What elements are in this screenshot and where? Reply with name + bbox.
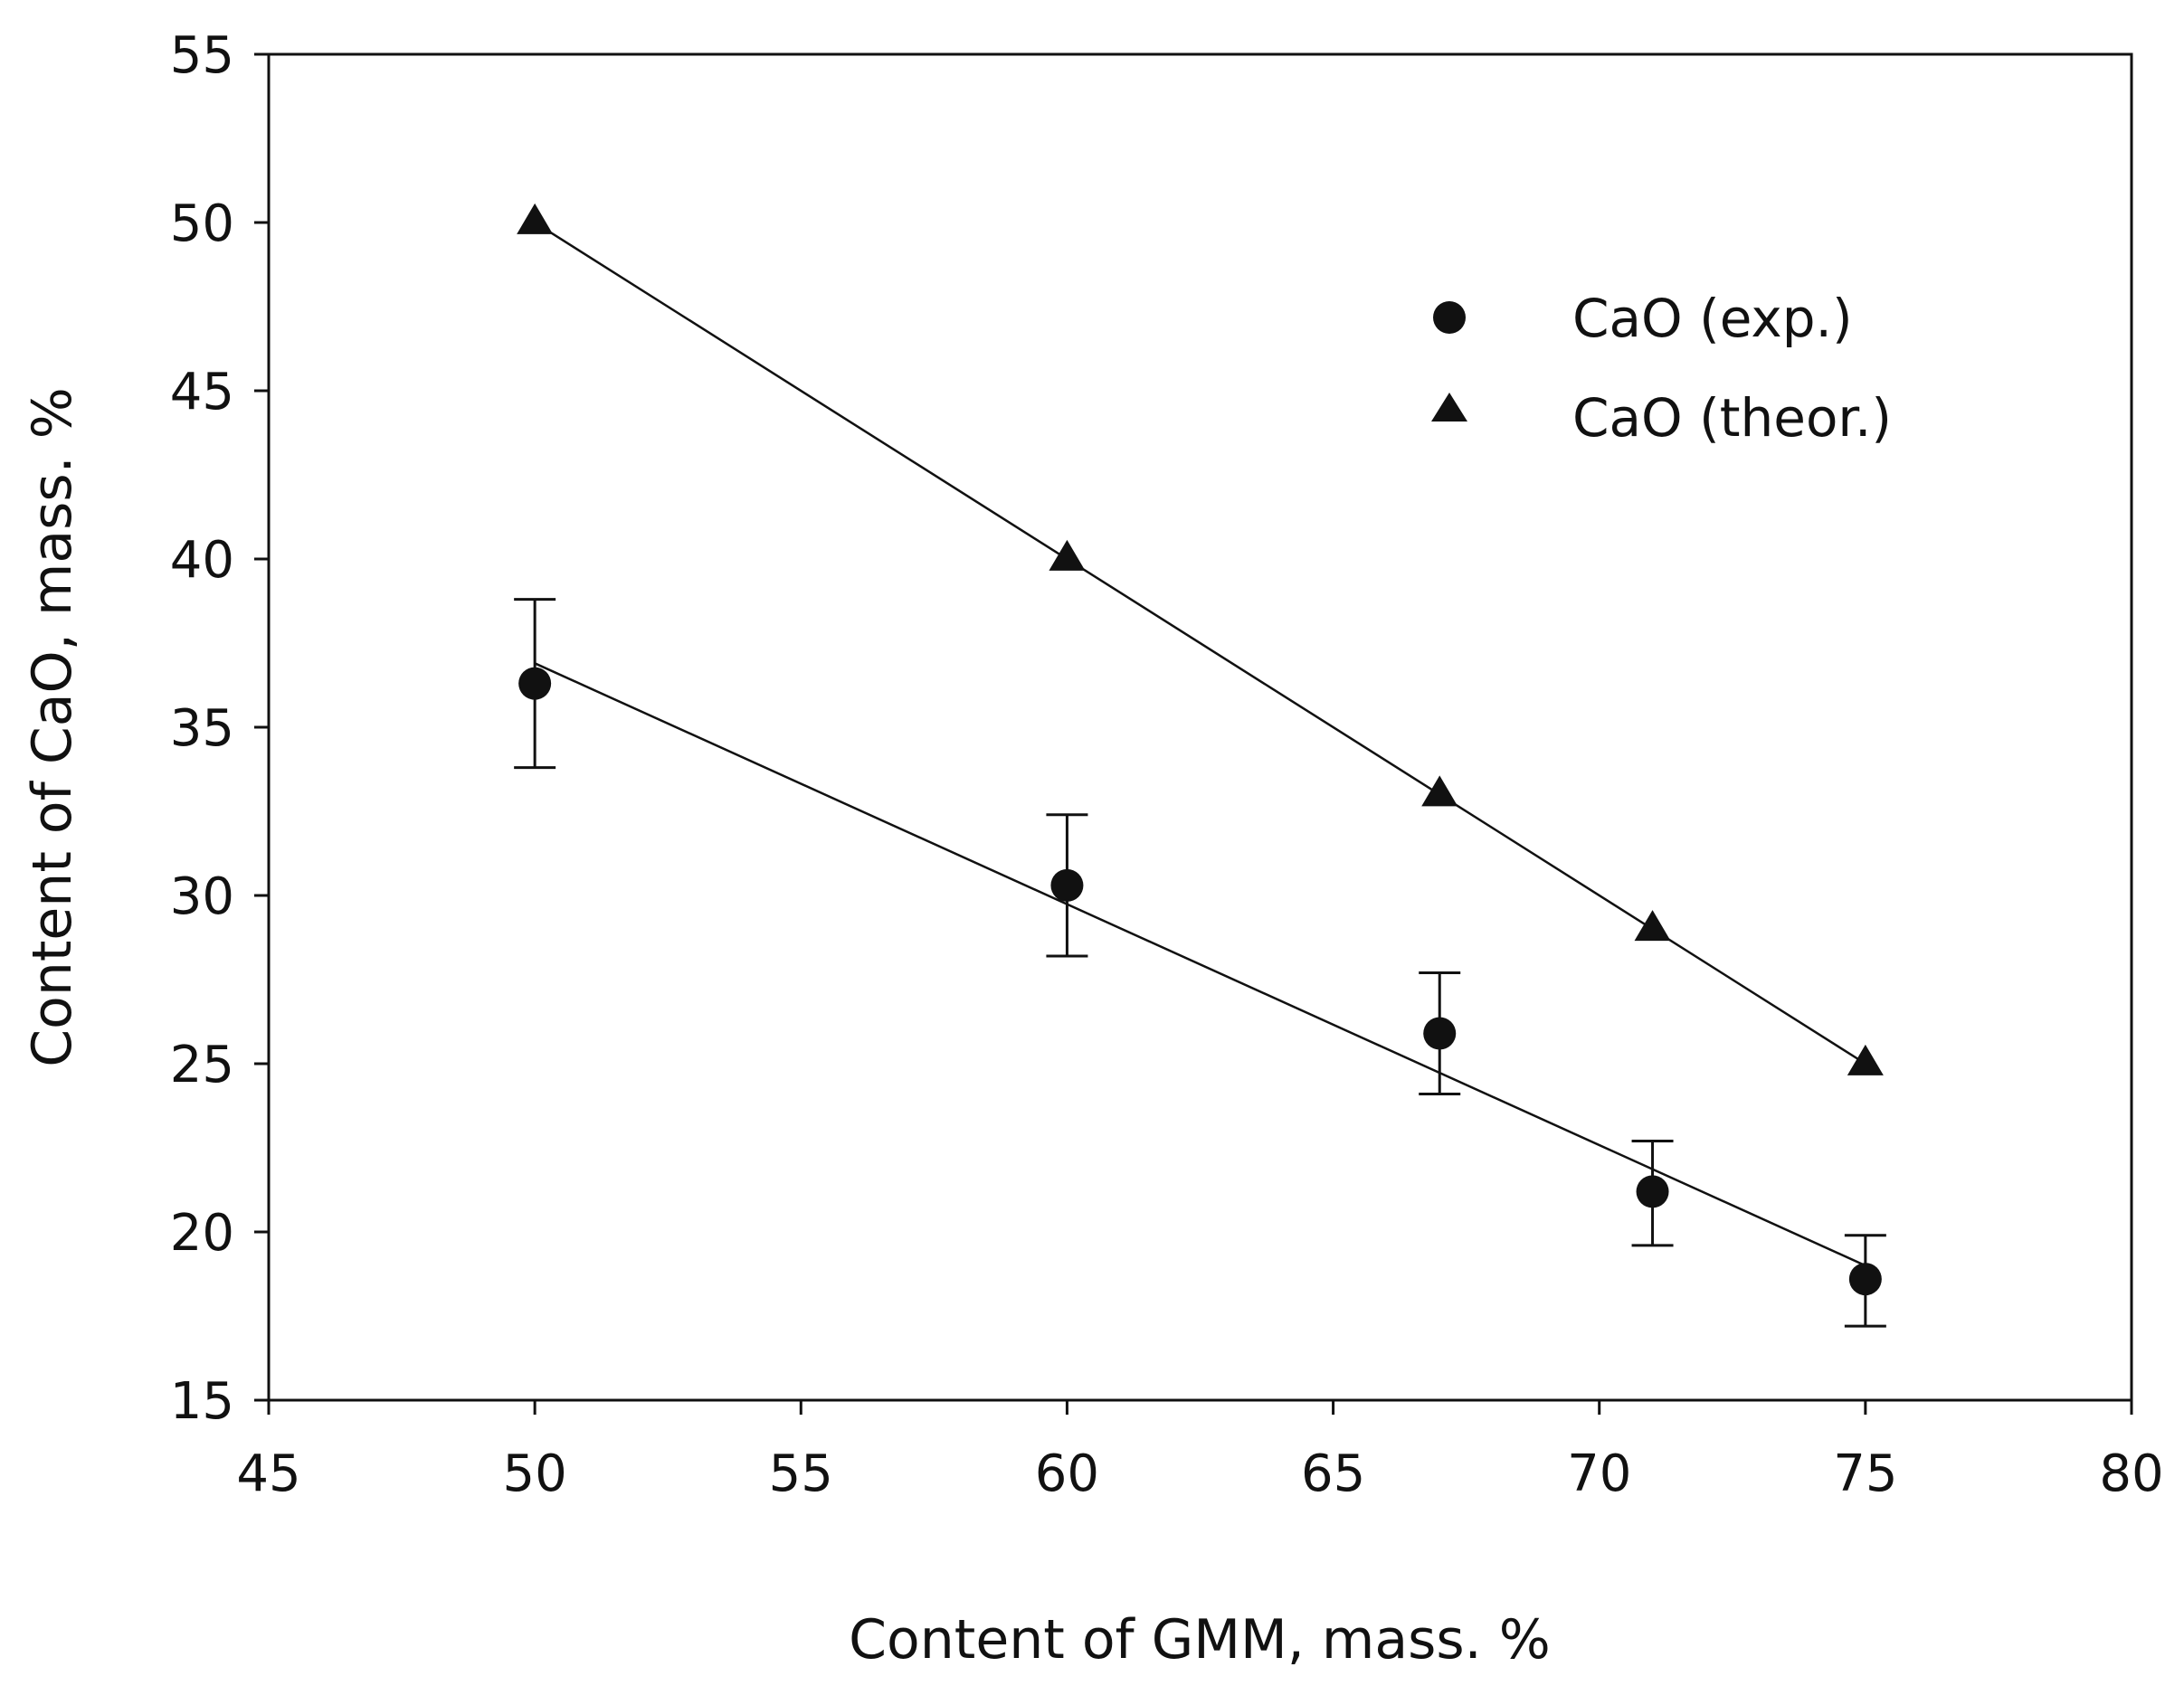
y-tick-label: 20 bbox=[170, 1204, 234, 1263]
x-tick-label: 55 bbox=[769, 1444, 833, 1503]
y-tick-label: 15 bbox=[170, 1372, 234, 1431]
point-exp bbox=[1423, 1017, 1457, 1050]
fit-lines bbox=[534, 221, 1866, 1267]
y-tick-label: 25 bbox=[170, 1036, 234, 1094]
y-tick-label: 40 bbox=[170, 531, 234, 590]
point-theor bbox=[1049, 539, 1086, 571]
y-axis-label: Content of CaO, mass. % bbox=[21, 387, 84, 1067]
y-tick-label: 55 bbox=[170, 26, 234, 85]
x-axis-ticks: 45 50 55 60 65 70 75 80 bbox=[236, 1400, 2164, 1503]
fit-line-series-1 bbox=[534, 221, 1866, 1066]
x-tick-label: 50 bbox=[503, 1444, 567, 1503]
legend-label-theor: CaO (theor.) bbox=[1572, 387, 1892, 449]
y-tick-label: 30 bbox=[170, 867, 234, 926]
legend: CaO (exp.) CaO (theor.) bbox=[1431, 288, 1892, 449]
point-exp bbox=[1636, 1175, 1669, 1208]
y-tick-label: 45 bbox=[170, 363, 234, 422]
plot-frame bbox=[267, 52, 2133, 1402]
x-axis-label: Content of GMM, mass. % bbox=[849, 1608, 1551, 1672]
x-tick-label: 75 bbox=[1833, 1444, 1897, 1503]
fit-line-series-0 bbox=[534, 662, 1866, 1267]
x-tick-label: 70 bbox=[1567, 1444, 1631, 1503]
point-exp bbox=[518, 667, 552, 700]
point-theor bbox=[1847, 1044, 1884, 1075]
y-tick-label: 50 bbox=[170, 194, 234, 253]
legend-marker-theor bbox=[1431, 393, 1467, 422]
data-markers bbox=[517, 203, 1884, 1296]
error-bars bbox=[514, 598, 1886, 1328]
y-axis-ticks: 15 20 25 30 35 40 45 50 55 bbox=[170, 26, 269, 1431]
point-theor bbox=[1634, 910, 1671, 942]
point-theor bbox=[517, 203, 554, 234]
x-tick-label: 65 bbox=[1301, 1444, 1365, 1503]
legend-label-exp: CaO (exp.) bbox=[1572, 288, 1853, 349]
x-tick-label: 45 bbox=[236, 1444, 300, 1503]
point-exp bbox=[1848, 1263, 1882, 1296]
y-tick-label: 35 bbox=[170, 699, 234, 758]
x-tick-label: 80 bbox=[2099, 1444, 2163, 1503]
legend-marker-exp bbox=[1433, 301, 1466, 334]
point-exp bbox=[1050, 868, 1084, 902]
point-theor bbox=[1421, 775, 1458, 807]
x-tick-label: 60 bbox=[1035, 1444, 1099, 1503]
